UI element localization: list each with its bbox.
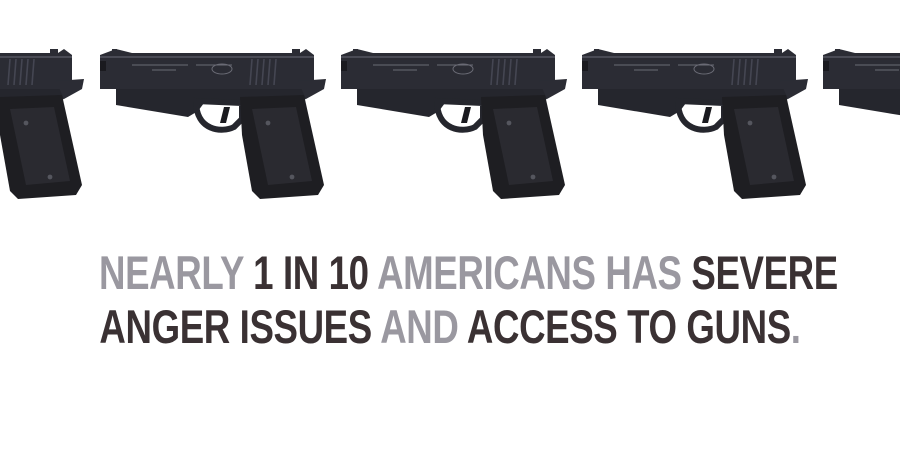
headline-word-and: AND xyxy=(380,300,467,353)
pistol-image-3 xyxy=(333,45,573,210)
headline-period: . xyxy=(790,300,801,353)
headline-word-anger-issues: ANGER ISSUES xyxy=(99,300,381,353)
pistol-image-1 xyxy=(0,45,90,210)
headline-word-statistic: 1 IN 10 xyxy=(253,246,378,299)
headline: NEARLY 1 IN 10 AMERICANS HAS SEVERE ANGE… xyxy=(99,246,838,354)
headline-word-americans: AMERICANS HAS xyxy=(377,246,692,299)
headline-line-2: ANGER ISSUES AND ACCESS TO GUNS. xyxy=(99,300,801,354)
pistol-image-2 xyxy=(92,45,332,210)
pistol-image-4 xyxy=(574,45,814,210)
headline-word-access: ACCESS TO GUNS xyxy=(466,300,791,353)
headline-word-severe: SEVERE xyxy=(691,246,838,299)
pistol-image-5 xyxy=(815,45,900,210)
headline-line-1: NEARLY 1 IN 10 AMERICANS HAS SEVERE xyxy=(99,246,838,300)
pistol-row xyxy=(0,0,900,215)
headline-word-nearly: NEARLY xyxy=(99,246,254,299)
